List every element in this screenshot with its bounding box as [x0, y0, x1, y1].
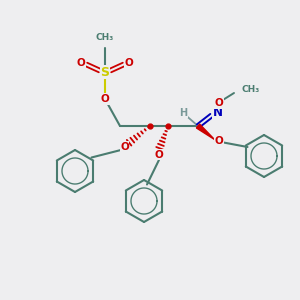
Polygon shape: [196, 124, 214, 140]
Text: O: O: [124, 58, 134, 68]
Text: O: O: [154, 149, 164, 160]
Text: H: H: [179, 107, 187, 118]
Text: S: S: [100, 65, 109, 79]
Text: CH₃: CH₃: [242, 85, 260, 94]
Text: O: O: [100, 94, 109, 104]
Text: O: O: [76, 58, 85, 68]
Text: O: O: [214, 98, 224, 109]
Text: N: N: [212, 106, 223, 119]
Text: CH₃: CH₃: [96, 33, 114, 42]
Text: O: O: [214, 136, 224, 146]
Text: O: O: [120, 142, 129, 152]
